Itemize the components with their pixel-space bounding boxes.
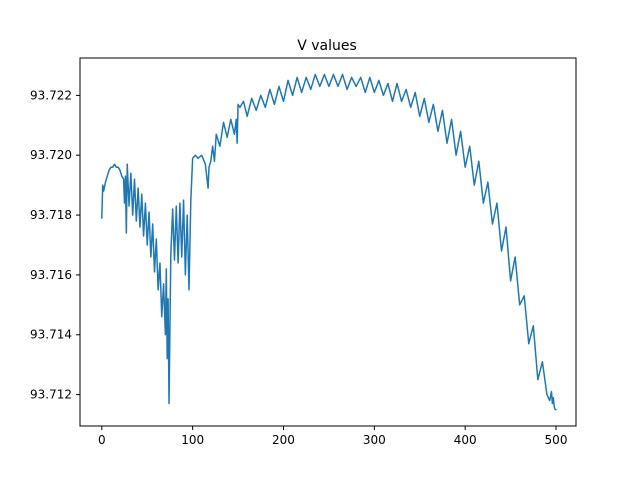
x-tick-label: 100: [181, 433, 204, 447]
x-tick-label: 400: [454, 433, 477, 447]
x-tick-label: 200: [272, 433, 295, 447]
y-tick-label: 93.714: [30, 328, 72, 342]
x-tick-label: 500: [545, 433, 568, 447]
chart-title: V values: [297, 38, 357, 54]
y-axis: 93.712 93.714 93.716 93.718 93.720 93.722: [30, 88, 80, 401]
y-tick-label: 93.722: [30, 88, 72, 102]
x-tick-label: 300: [363, 433, 386, 447]
y-tick-label: 93.716: [30, 268, 72, 282]
y-tick-label: 93.720: [30, 148, 72, 162]
series-line-v: [102, 74, 556, 409]
plot-area: [102, 74, 556, 409]
x-axis: 0 100 200 300 400 500: [98, 426, 567, 447]
plot-frame: [80, 58, 576, 426]
y-tick-label: 93.712: [30, 388, 72, 402]
y-tick-label: 93.718: [30, 208, 72, 222]
x-tick-label: 0: [98, 433, 106, 447]
